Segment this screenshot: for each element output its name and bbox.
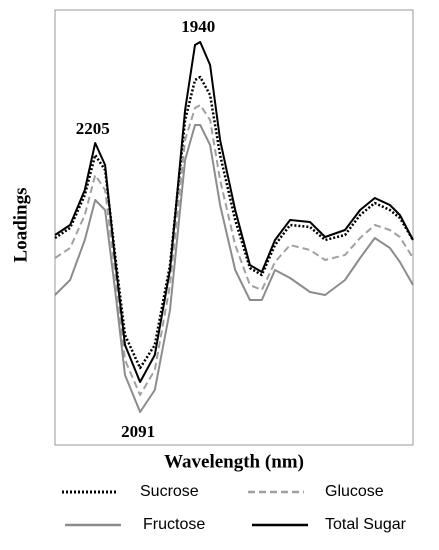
- legend-label: Total Sugar: [325, 516, 407, 533]
- legend-label: Sucrose: [140, 483, 199, 500]
- series-line: [54, 104, 414, 396]
- annotation: 2091: [121, 422, 155, 441]
- legend-label: Fructose: [143, 516, 205, 533]
- y-axis-title: Loadings: [10, 188, 31, 263]
- annotation: 1940: [181, 17, 215, 36]
- plot-frame: [54, 9, 414, 446]
- annotation: 2205: [76, 119, 110, 138]
- legend-label: Glucose: [325, 483, 384, 500]
- series-line: [54, 124, 414, 413]
- series-line: [54, 41, 414, 383]
- x-axis-title: Wavelength (nm): [164, 451, 304, 472]
